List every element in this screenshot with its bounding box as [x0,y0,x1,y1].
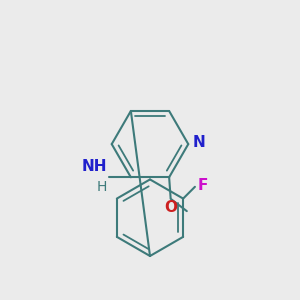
Text: N: N [193,135,206,150]
Text: O: O [164,200,177,215]
Text: NH: NH [82,159,107,174]
Text: F: F [197,178,208,193]
Text: H: H [97,180,107,194]
